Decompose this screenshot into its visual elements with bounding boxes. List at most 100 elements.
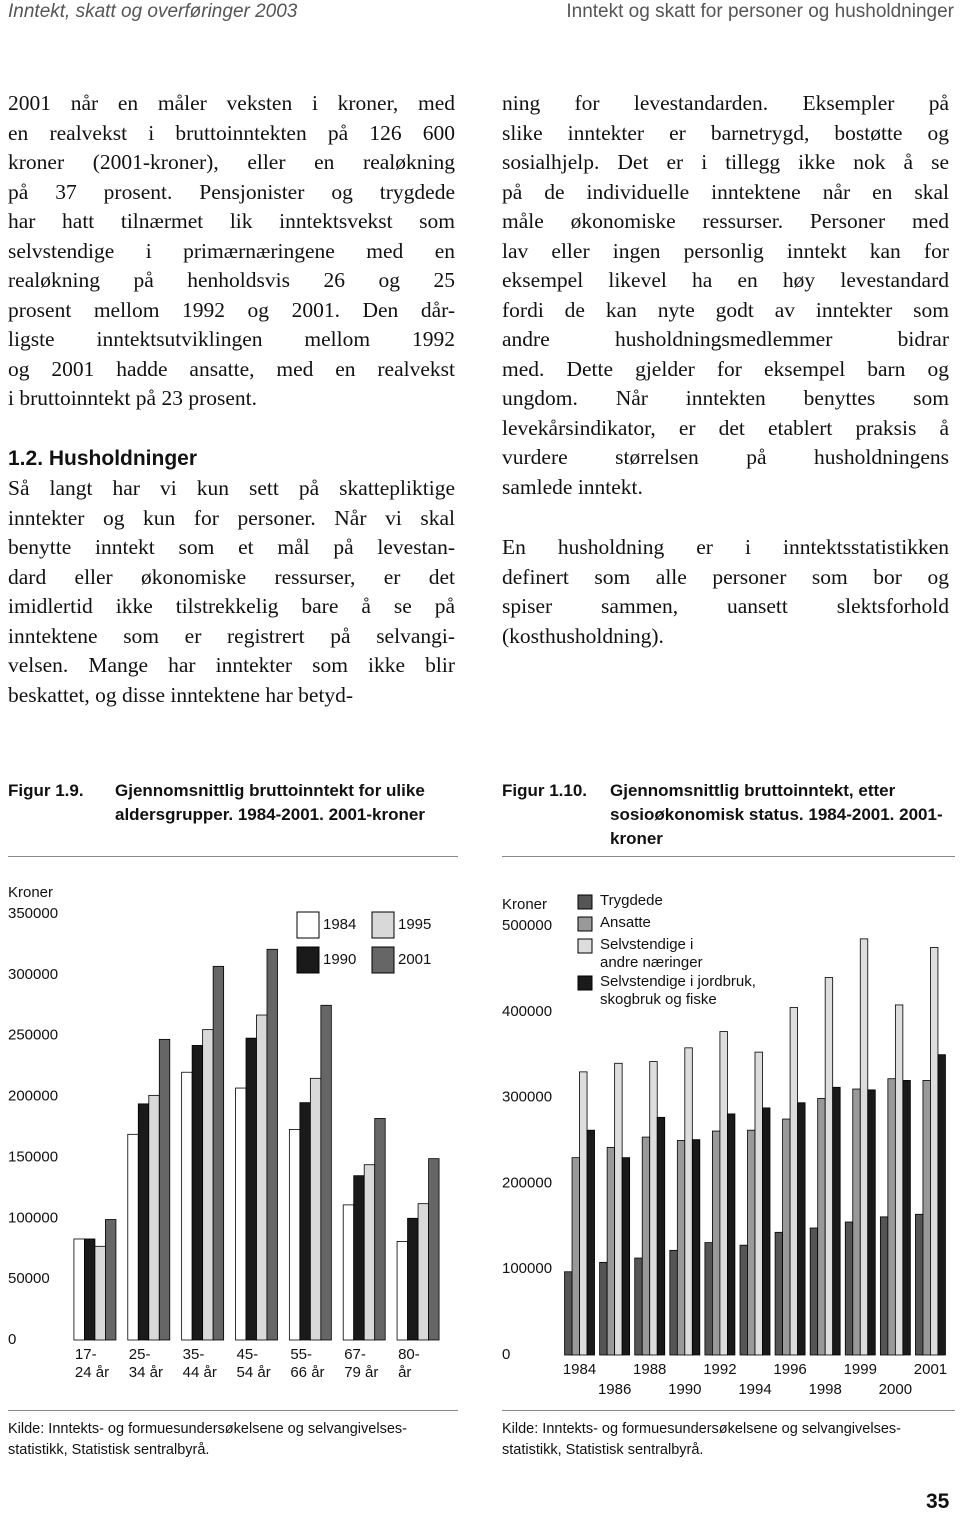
text-line: dard eller økonomiske ressurser, er det [8,564,455,589]
x-tick-label: 35-44 år [182,1346,217,1381]
y-tick-label: 300000 [8,966,58,983]
bar [353,1175,365,1341]
x-tick-label: 1988 [633,1361,666,1378]
bar [859,938,869,1356]
bar [739,1244,748,1356]
bar [191,1045,204,1341]
text-line: spiser sammen, uansett slektsforhold [502,594,949,618]
bar [676,1140,686,1356]
bar [571,1157,580,1356]
rule [502,1410,955,1411]
text-line: imidlertid ikke tilstrekkelig bare å se … [8,594,455,618]
text-line: på de individuelle inntektene når en ska… [502,179,949,204]
text-line: andre husholdningsmedlemmer bidrar [502,327,949,351]
legend-label: 1984 [323,916,356,933]
bar [266,948,278,1341]
text-line: på 37 prosent. Pensjonister og trygdede [8,179,455,204]
bar [579,1071,588,1356]
legend-label: Trygdede [600,892,663,909]
bar [606,1146,616,1356]
y-axis-label: Kroner [8,884,54,901]
bar [656,1116,666,1356]
y-tick-label: 250000 [8,1027,58,1044]
legend-swatch [577,916,593,932]
text-line: velsen. Mange har inntekter som ikke bli… [8,653,455,677]
bar [84,1238,96,1341]
legend-label: Selvstendige i andre næringer [600,936,703,971]
y-tick-label: 400000 [502,1003,552,1020]
bar [94,1245,106,1341]
x-tick-label: 1998 [808,1381,841,1398]
text-line: ungdom. Når inntekten benyttes som [502,386,949,410]
text-line: måle økonomiske ressurser. Personer med [502,209,949,233]
y-tick-label: 500000 [502,917,552,934]
bar [887,1078,896,1356]
legend-label: 1990 [323,951,356,968]
bar [894,1004,904,1356]
bar [915,1213,924,1356]
rule [8,856,458,857]
bar [374,1118,386,1341]
text-line: i bruttoinntekt på 23 prosent. [8,386,258,410]
bar [299,1102,311,1341]
bar [684,1047,693,1356]
text-line: samlede inntekt. [502,474,643,499]
legend-swatch [296,946,320,974]
text-line: benytte inntekt som et mål på levestan- [8,535,455,559]
bar [712,1130,721,1356]
bar [634,1257,643,1356]
bar [245,1037,257,1341]
bar [774,1231,783,1356]
bar [930,947,939,1356]
legend-label: 2001 [398,951,431,968]
x-tick-label: 1999 [844,1361,877,1378]
bar [407,1217,419,1341]
bar [754,1051,763,1356]
figure-title: Gjennomsnittlig bruttoinntekt for ulike … [115,781,425,824]
section-heading: 1.2. Husholdninger [8,447,198,470]
text-line: levekårsindikator, er det etablert praks… [502,415,949,440]
x-tick-label: 1996 [773,1361,806,1378]
source-line: Kilde: Inntekts- og formuesundersøkelsen… [502,1421,901,1437]
bar [105,1219,117,1341]
y-tick-label: 50000 [8,1270,50,1287]
bar [363,1164,376,1341]
legend-swatch [371,946,395,974]
text-line: selvstendige i primærnæringene med en [8,238,455,263]
text-line: vurdere størrelsen på husholdningens [502,445,949,469]
text-line: inntekter og kun for personer. Når vi sk… [8,505,455,530]
bar [586,1129,595,1356]
text-line: eksempel likevel ha en høy levestandard [502,268,949,292]
bar [649,1061,658,1356]
legend-swatch [371,911,395,939]
y-axis-label: Kroner [502,896,548,913]
bar [158,1038,171,1341]
y-tick-label: 100000 [8,1209,58,1226]
bar [832,1086,841,1356]
source-line: Kilde: Inntekts- og formuesundersøkelsen… [8,1421,407,1437]
y-tick-label: 0 [8,1331,16,1348]
text-line: realøkning på henholdsvis 26 og 25 [8,268,455,292]
bar [614,1062,623,1356]
x-tick-label: 1984 [563,1361,596,1378]
y-tick-label: 200000 [502,1174,552,1191]
bar [309,1077,322,1341]
text-line: ligste inntektsutviklingen mellom 1992 [8,327,455,351]
text-line: fordi de kan nyte godt av inntekter som [502,297,949,322]
figure-label: Figur 1.10. [502,781,588,800]
bar [902,1080,911,1356]
text-line: slike inntekter er barnetrygd, bostøtte … [502,120,949,145]
bar [937,1054,946,1356]
bar [235,1087,247,1341]
bar [747,1129,756,1356]
bar [564,1271,573,1356]
bar [148,1094,160,1341]
rule [8,1410,458,1411]
bar [181,1071,193,1341]
bar [879,1216,889,1356]
bar [599,1261,608,1356]
bar [127,1133,139,1341]
text-line: beskattet, og disse inntektene har betyd… [8,682,354,707]
